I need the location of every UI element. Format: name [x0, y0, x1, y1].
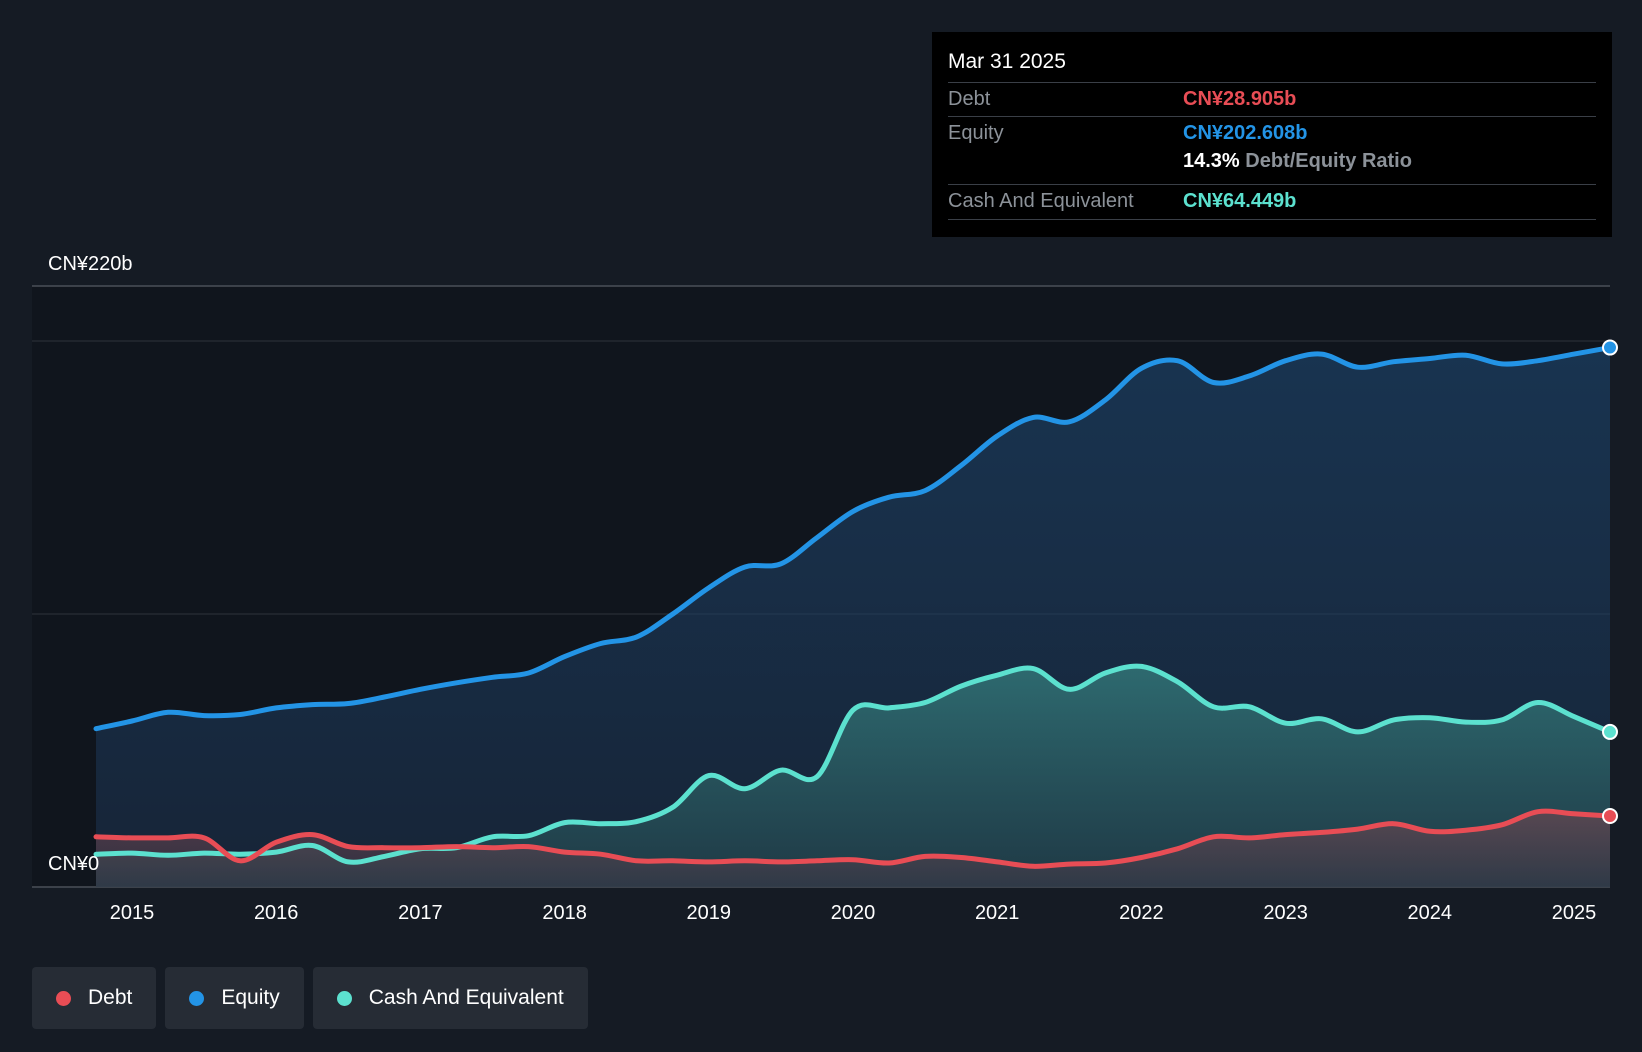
x-tick-label: 2020	[831, 902, 876, 924]
x-tick-label: 2018	[542, 902, 587, 924]
legend-label-equity: Equity	[221, 986, 280, 1009]
legend-item-cash[interactable]: Cash And Equivalent	[312, 967, 588, 1029]
chart-legend: Debt Equity Cash And Equivalent	[32, 967, 588, 1029]
legend-label-cash: Cash And Equivalent	[368, 986, 564, 1009]
series-lines	[93, 345, 1613, 869]
x-axis-ticks: 2015 2016 2017 2018 2019 2020 2021 2022 …	[110, 902, 1597, 924]
x-tick-label: 2016	[254, 902, 299, 924]
cash-line[interactable]	[93, 663, 1613, 865]
tooltip-row-ratio: 14.3% Debt/Equity Ratio	[948, 150, 1596, 184]
y-tick-top: CN¥220b	[48, 253, 133, 275]
tooltip-debt-value: CN¥28.905b	[1183, 88, 1297, 110]
data-tooltip: Mar 31 2025 Debt CN¥28.905b Equity CN¥20…	[932, 32, 1612, 237]
legend-dot-equity	[189, 990, 205, 1006]
tooltip-cash-label: Cash And Equivalent	[948, 190, 1134, 212]
x-tick-label: 2023	[1263, 902, 1308, 924]
end-markers	[1602, 339, 1618, 825]
tooltip-ratio: 14.3% Debt/Equity Ratio	[1183, 150, 1412, 173]
debt-area	[96, 811, 1610, 887]
x-tick-label: 2021	[975, 902, 1020, 924]
series-areas	[96, 347, 1610, 888]
x-tick-label: 2022	[1119, 902, 1164, 924]
x-tick-label: 2024	[1408, 902, 1453, 924]
debt-end-marker	[1602, 808, 1618, 825]
tooltip-ratio-label: Debt/Equity Ratio	[1245, 150, 1412, 172]
x-tick-label: 2025	[1552, 902, 1597, 924]
tooltip-equity-label: Equity	[948, 122, 1004, 144]
legend-item-debt[interactable]: Debt	[32, 967, 157, 1029]
legend-dot-cash	[336, 990, 352, 1006]
debt-line[interactable]	[93, 808, 1613, 869]
legend-dot-debt	[56, 990, 71, 1006]
tooltip-debt-label: Debt	[948, 88, 991, 110]
cash-end-marker	[1602, 723, 1618, 740]
tooltip-cash-value: CN¥64.449b	[1183, 190, 1297, 212]
tooltip-date: Mar 31 2025	[948, 50, 1066, 73]
tooltip-row-debt: Debt CN¥28.905b	[948, 82, 1596, 117]
x-tick-label: 2019	[687, 902, 732, 924]
x-tick-label: 2017	[398, 902, 443, 924]
tooltip-row-equity: Equity CN¥202.608b	[948, 116, 1596, 151]
tooltip-ratio-value: 14.3%	[1183, 150, 1240, 172]
tooltip-equity-value: CN¥202.608b	[1183, 122, 1308, 144]
cash-area	[96, 666, 1610, 887]
x-tick-label: 2015	[110, 902, 155, 924]
legend-label-debt: Debt	[88, 986, 133, 1009]
legend-item-equity[interactable]: Equity	[165, 967, 304, 1029]
equity-end-marker	[1602, 339, 1618, 356]
equity-line[interactable]	[93, 345, 1613, 732]
tooltip-row-cash: Cash And Equivalent CN¥64.449b	[948, 184, 1596, 220]
y-tick-zero: CN¥0	[48, 853, 99, 875]
